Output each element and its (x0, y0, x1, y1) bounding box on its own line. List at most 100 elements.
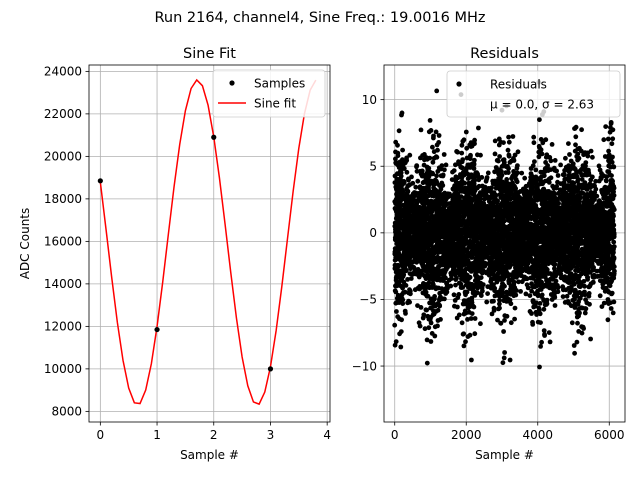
residual-point (529, 288, 534, 294)
residual-point (512, 316, 517, 322)
residual-point (406, 177, 411, 183)
residual-point (530, 163, 536, 169)
residual-point (532, 159, 537, 165)
residual-point (484, 175, 490, 180)
residual-point (444, 289, 450, 295)
residual-point (425, 293, 431, 299)
x-tick-label: 3 (267, 428, 275, 442)
residual-point (434, 88, 440, 94)
residual-point (432, 333, 438, 339)
residual-point (453, 282, 458, 288)
residual-point (477, 196, 483, 202)
residual-point (469, 357, 474, 363)
residual-point (401, 166, 407, 172)
residual-point (546, 180, 552, 185)
residual-point (400, 301, 406, 306)
residual-point (421, 312, 427, 318)
sample-point (267, 366, 274, 372)
residual-point (506, 153, 512, 159)
residual-point (455, 149, 460, 155)
residual-point (504, 177, 510, 182)
residual-point (451, 168, 457, 174)
residual-point (394, 309, 399, 314)
x-tick-label: 4000 (522, 428, 553, 442)
residual-point (423, 250, 429, 256)
residual-point (463, 129, 469, 135)
residual-point (426, 280, 432, 286)
x-tick-label: 0 (97, 428, 105, 442)
residual-point (507, 297, 513, 303)
residual-point (442, 167, 447, 173)
y-tick-label: 16000 (44, 235, 82, 249)
residual-point (485, 170, 491, 176)
residual-point (515, 149, 521, 155)
residual-point (544, 301, 550, 307)
residual-point (562, 172, 567, 178)
residual-point (536, 154, 542, 160)
residual-point (501, 355, 507, 361)
residual-point (506, 166, 511, 172)
residual-point (480, 282, 486, 287)
residual-point (538, 147, 544, 153)
residual-point (502, 160, 507, 165)
residual-point (460, 157, 466, 163)
y-tick-label: 10000 (44, 362, 82, 376)
residual-point (472, 141, 477, 147)
residual-point (392, 342, 398, 348)
residual-point (554, 168, 559, 174)
residual-point (398, 173, 404, 179)
residual-point (459, 165, 465, 171)
residual-point (518, 289, 523, 294)
residual-point (495, 198, 500, 204)
residual-point (537, 117, 542, 123)
residual-point (443, 162, 449, 168)
residual-point (393, 289, 399, 295)
residual-point (498, 320, 504, 326)
y-tick-label: 10 (362, 93, 377, 107)
residual-point (538, 344, 543, 349)
residual-point (501, 140, 506, 146)
legend-label: Sine fit (254, 97, 296, 111)
y-tick-label: −5 (359, 293, 377, 307)
residual-point (511, 279, 517, 285)
residual-point (435, 323, 440, 329)
residual-point (552, 295, 558, 300)
residual-point (403, 268, 409, 274)
residual-point (493, 192, 499, 198)
residual-point (508, 301, 514, 307)
residual-point (464, 289, 470, 295)
residual-point (514, 288, 519, 293)
residual-point (440, 172, 446, 178)
residual-point (539, 339, 544, 345)
residual-point (449, 276, 454, 281)
residual-point (478, 293, 484, 298)
residual-point (456, 292, 462, 297)
residual-point (437, 303, 443, 309)
residual-point (528, 255, 533, 261)
residual-point (454, 275, 459, 281)
residual-point (396, 128, 402, 134)
residual-point (414, 163, 420, 169)
residual-point (436, 140, 442, 145)
residual-point (431, 133, 436, 139)
residual-point (401, 272, 407, 278)
residual-point (544, 267, 550, 273)
residual-point (552, 303, 558, 308)
residual-point (529, 311, 534, 316)
residual-point (537, 311, 543, 317)
residual-point (410, 180, 416, 186)
residual-point (533, 300, 539, 306)
sine-fit-axes: 0 1 2 3 480001000012000140001600018000200002… (18, 46, 331, 462)
residual-point (480, 288, 485, 294)
residual-point (415, 178, 421, 184)
residual-point (548, 175, 554, 181)
residual-point (414, 259, 419, 265)
residual-point (395, 153, 401, 159)
residual-point (489, 311, 495, 317)
residual-point (501, 329, 506, 334)
residual-point (408, 276, 414, 281)
residual-point (530, 184, 536, 190)
